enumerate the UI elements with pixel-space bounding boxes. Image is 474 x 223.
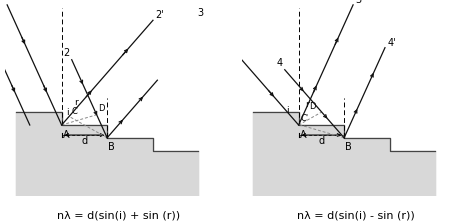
Text: B: B [108, 142, 115, 152]
Text: d: d [319, 136, 324, 146]
Text: d: d [82, 136, 87, 146]
Text: D: D [99, 104, 105, 113]
Text: A: A [300, 130, 306, 140]
Text: r: r [74, 98, 78, 107]
Polygon shape [16, 112, 198, 196]
Text: D: D [309, 102, 316, 111]
Text: C': C' [301, 114, 309, 123]
Text: 3: 3 [198, 8, 204, 19]
Text: r: r [305, 100, 309, 109]
Text: 1': 1' [0, 0, 5, 2]
Polygon shape [253, 112, 435, 196]
Text: 4': 4' [387, 38, 396, 48]
Text: 3': 3' [356, 0, 364, 5]
Text: 2: 2 [63, 48, 70, 58]
Text: 2': 2' [155, 10, 164, 20]
Text: A: A [63, 130, 69, 140]
Text: i: i [66, 108, 68, 117]
Text: C: C [72, 107, 77, 116]
Text: nλ = d(sin(i) + sin (r)): nλ = d(sin(i) + sin (r)) [57, 211, 180, 221]
Text: 4: 4 [276, 58, 283, 68]
Text: i: i [286, 106, 288, 115]
Text: nλ = d(sin(i) - sin (r)): nλ = d(sin(i) - sin (r)) [297, 211, 414, 221]
Polygon shape [16, 112, 198, 196]
Polygon shape [253, 112, 435, 196]
Text: B: B [345, 142, 352, 152]
